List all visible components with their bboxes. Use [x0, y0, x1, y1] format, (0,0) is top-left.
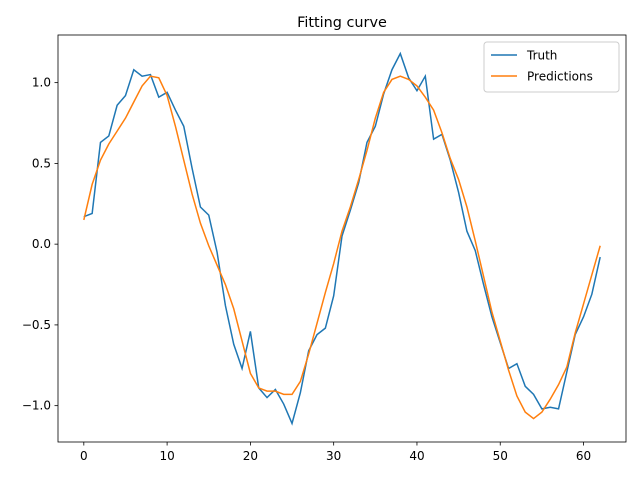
legend-label: Truth: [526, 49, 557, 63]
y-tick-label: 0.0: [32, 237, 51, 251]
x-tick-label: 30: [326, 449, 341, 463]
legend: Truth Predictions: [483, 41, 620, 93]
line: [83, 51, 601, 426]
x-tick-label: 20: [243, 449, 258, 463]
x-tick-label: 10: [159, 449, 174, 463]
chart-title: Fitting curve: [297, 15, 387, 31]
line: [83, 75, 601, 420]
y-tick-label: −0.5: [22, 318, 51, 332]
legend-label: Predictions: [527, 70, 593, 84]
x-tick-label: 50: [493, 449, 508, 463]
y-tick-label: −1.0: [22, 399, 51, 413]
legend-box: [483, 41, 620, 93]
x-tick-label: 0: [80, 449, 88, 463]
x-tick-label: 60: [576, 449, 591, 463]
y-tick-label: 1.0: [32, 76, 51, 90]
x-tick-label: 40: [409, 449, 424, 463]
plot-frame: [57, 34, 627, 443]
y-tick-label: 0.5: [32, 156, 51, 170]
